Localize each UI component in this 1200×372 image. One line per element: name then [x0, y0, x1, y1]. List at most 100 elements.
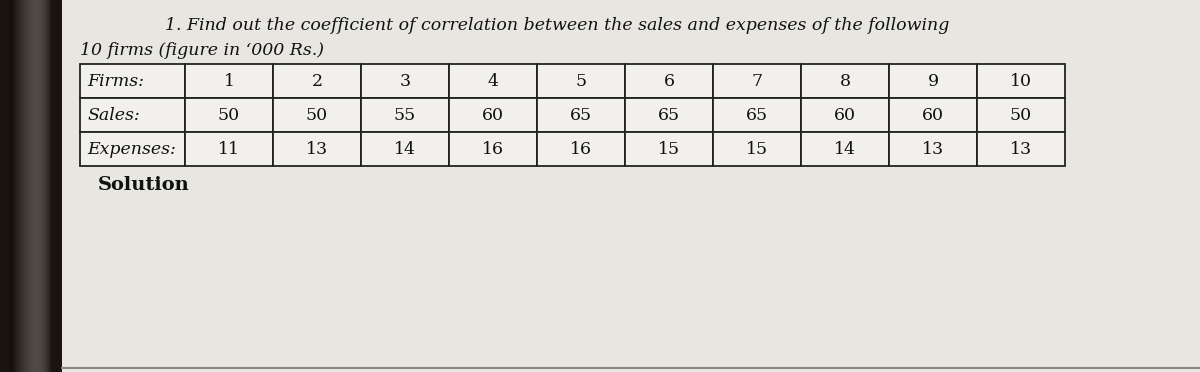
- Bar: [32, 0, 35, 372]
- Bar: [48, 0, 50, 372]
- Bar: [10, 0, 12, 372]
- Bar: [49, 0, 52, 372]
- Bar: [625, 64, 713, 98]
- Text: 13: 13: [306, 141, 328, 157]
- Bar: [977, 132, 1066, 166]
- Bar: [625, 98, 713, 132]
- Bar: [28, 0, 30, 372]
- Text: Solution: Solution: [98, 176, 190, 194]
- Text: Sales:: Sales:: [88, 106, 139, 124]
- Bar: [538, 64, 625, 98]
- Text: 13: 13: [922, 141, 944, 157]
- Bar: [47, 0, 49, 372]
- Bar: [274, 132, 361, 166]
- Text: 15: 15: [658, 141, 680, 157]
- Bar: [361, 98, 449, 132]
- Bar: [25, 0, 28, 372]
- Bar: [34, 0, 36, 372]
- Text: 4: 4: [487, 73, 498, 90]
- Bar: [26, 0, 29, 372]
- Bar: [713, 132, 802, 166]
- Bar: [14, 0, 18, 372]
- Text: 10: 10: [1010, 73, 1032, 90]
- Text: Firms:: Firms:: [88, 73, 144, 90]
- Bar: [30, 0, 32, 372]
- Bar: [22, 0, 24, 372]
- Text: 60: 60: [834, 106, 856, 124]
- Bar: [185, 98, 274, 132]
- Bar: [538, 132, 625, 166]
- Bar: [713, 64, 802, 98]
- Bar: [38, 0, 42, 372]
- Bar: [14, 0, 17, 372]
- Bar: [23, 0, 25, 372]
- Bar: [977, 64, 1066, 98]
- Bar: [34, 0, 36, 372]
- Bar: [977, 98, 1066, 132]
- Bar: [361, 64, 449, 98]
- Bar: [802, 64, 889, 98]
- Bar: [36, 0, 38, 372]
- Bar: [40, 0, 42, 372]
- Text: 15: 15: [746, 141, 768, 157]
- Text: 1. Find out the coefficient of correlation between the sales and expenses of the: 1. Find out the coefficient of correlati…: [166, 17, 949, 34]
- Bar: [449, 64, 538, 98]
- Text: 2: 2: [312, 73, 323, 90]
- Bar: [889, 64, 977, 98]
- Bar: [11, 0, 13, 372]
- Bar: [80, 132, 185, 166]
- Text: 50: 50: [1010, 106, 1032, 124]
- Bar: [449, 98, 538, 132]
- Bar: [13, 0, 16, 372]
- Bar: [625, 132, 713, 166]
- Bar: [361, 132, 449, 166]
- Bar: [20, 0, 23, 372]
- Bar: [16, 0, 18, 372]
- Bar: [802, 132, 889, 166]
- Text: 13: 13: [1010, 141, 1032, 157]
- Bar: [538, 98, 625, 132]
- Text: 55: 55: [394, 106, 416, 124]
- Bar: [24, 0, 26, 372]
- Bar: [38, 0, 41, 372]
- Bar: [274, 98, 361, 132]
- Text: 7: 7: [751, 73, 762, 90]
- Text: 1: 1: [223, 73, 234, 90]
- Text: 9: 9: [928, 73, 938, 90]
- Text: 3: 3: [400, 73, 410, 90]
- Bar: [713, 98, 802, 132]
- Bar: [46, 0, 48, 372]
- Bar: [35, 0, 37, 372]
- Bar: [185, 64, 274, 98]
- Text: 65: 65: [658, 106, 680, 124]
- Text: 60: 60: [922, 106, 944, 124]
- Bar: [28, 0, 30, 372]
- Bar: [37, 0, 40, 372]
- Text: 65: 65: [570, 106, 592, 124]
- Bar: [185, 132, 274, 166]
- Bar: [889, 98, 977, 132]
- Bar: [41, 0, 43, 372]
- Text: 60: 60: [482, 106, 504, 124]
- Text: Expenses:: Expenses:: [88, 141, 176, 157]
- Bar: [43, 0, 46, 372]
- Bar: [12, 0, 14, 372]
- Text: 14: 14: [834, 141, 856, 157]
- Text: 16: 16: [570, 141, 592, 157]
- Bar: [44, 0, 47, 372]
- Bar: [22, 0, 24, 372]
- Bar: [889, 132, 977, 166]
- Text: 6: 6: [664, 73, 674, 90]
- Bar: [19, 0, 22, 372]
- Text: 11: 11: [218, 141, 240, 157]
- Text: 50: 50: [306, 106, 328, 124]
- Text: 16: 16: [482, 141, 504, 157]
- Bar: [274, 64, 361, 98]
- Bar: [80, 98, 185, 132]
- Text: 5: 5: [576, 73, 587, 90]
- Text: 65: 65: [746, 106, 768, 124]
- Bar: [18, 0, 20, 372]
- Bar: [17, 0, 19, 372]
- Bar: [0, 0, 62, 372]
- Text: 14: 14: [394, 141, 416, 157]
